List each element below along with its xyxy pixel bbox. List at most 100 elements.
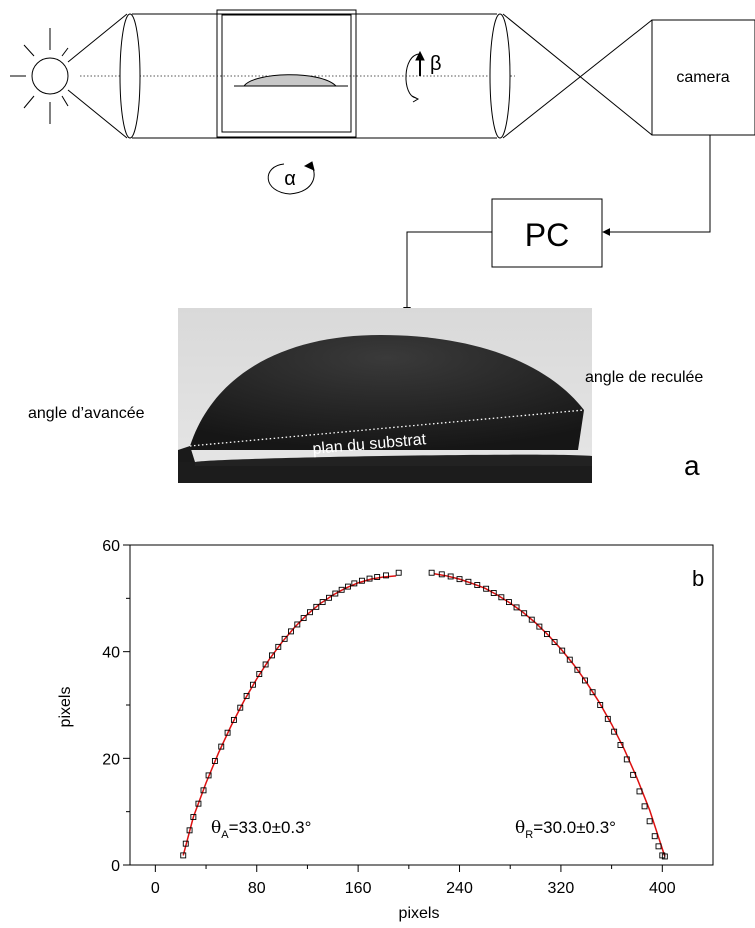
- data-point: [374, 574, 381, 580]
- data-point: [249, 681, 256, 688]
- data-point: [288, 628, 294, 635]
- data-point: [474, 582, 481, 588]
- sample-droplet: [234, 74, 348, 87]
- data-point: [651, 833, 658, 840]
- data-point: [661, 853, 668, 860]
- data-point: [383, 572, 389, 579]
- data-point: [205, 772, 212, 779]
- data-point: [294, 621, 301, 628]
- data-point: [345, 583, 351, 590]
- pc-label: PC: [525, 217, 569, 253]
- data-point: [506, 599, 512, 606]
- theta-r-annotation: θR=30.0±0.3°: [515, 818, 616, 841]
- theta-a-value: =33.0±0.3°: [229, 818, 312, 837]
- data-point: [224, 729, 231, 736]
- y-tick-label: 40: [102, 645, 120, 662]
- data-point: [275, 643, 282, 650]
- data-point: [604, 715, 611, 722]
- light-source-icon: [10, 28, 69, 124]
- data-point: [319, 599, 326, 606]
- plot-frame: [129, 544, 714, 866]
- data-point: [395, 569, 402, 576]
- data-point: [597, 702, 604, 708]
- panel-b-letter: b: [692, 566, 704, 591]
- data-point: [358, 577, 365, 584]
- advancing-angle-label: angle d’avancée: [28, 405, 145, 422]
- setup-diagram: β α camera PC: [10, 9, 755, 315]
- x-tick-label: 400: [649, 880, 676, 897]
- data-point: [195, 800, 202, 807]
- sample-cell: [216, 9, 357, 138]
- theta-r-subscript: R: [525, 829, 533, 841]
- data-point: [630, 771, 637, 778]
- theta-a-annotation: θA=33.0±0.3°: [211, 818, 311, 841]
- panel-a-letter: a: [684, 450, 700, 481]
- data-point: [180, 852, 187, 859]
- x-tick-label: 160: [345, 880, 372, 897]
- data-point: [498, 594, 505, 601]
- data-point: [262, 661, 269, 668]
- y-tick-label: 0: [111, 858, 120, 875]
- camera-label: camera: [676, 69, 729, 86]
- data-point: [646, 818, 653, 825]
- data-point: [428, 569, 435, 576]
- theta-a-symbol: θ: [211, 818, 221, 838]
- pc-box: [491, 198, 603, 268]
- data-point: [230, 716, 237, 723]
- data-point: [566, 656, 573, 663]
- data-point: [490, 590, 497, 596]
- data-point: [521, 610, 528, 617]
- data-point: [623, 756, 630, 763]
- camera-box: [651, 19, 755, 136]
- x-axis-ticks: 0 80 160 240 320 400: [151, 865, 676, 897]
- data-point: [182, 840, 189, 847]
- data-point: [200, 787, 207, 794]
- data-point: [338, 586, 345, 593]
- data-point: [326, 594, 332, 601]
- fit-curve-3: [434, 573, 666, 857]
- data-point: [243, 692, 250, 699]
- lens-right: [489, 13, 511, 139]
- data-point: [641, 803, 648, 810]
- y-tick-label: 20: [102, 751, 120, 768]
- data-point: [513, 604, 520, 611]
- y-axis-label: pixels: [57, 687, 74, 728]
- data-point: [256, 671, 263, 678]
- beta-label: β: [430, 53, 442, 75]
- data-point: [300, 615, 307, 622]
- data-point: [366, 575, 373, 582]
- x-tick-label: 240: [446, 880, 473, 897]
- data-point: [536, 623, 543, 630]
- data-point: [211, 758, 218, 764]
- data-point: [544, 631, 550, 638]
- data-point: [655, 843, 662, 850]
- data-point: [186, 827, 193, 834]
- data-point: [438, 571, 445, 578]
- x-tick-label: 0: [151, 880, 160, 897]
- receding-angle-label: angle de reculée: [585, 369, 703, 386]
- data-point: [268, 652, 275, 659]
- data-point: [551, 639, 558, 646]
- theta-a-subscript: A: [221, 829, 229, 841]
- data-point: [483, 585, 490, 592]
- data-point: [307, 609, 313, 616]
- x-axis-label: pixels: [399, 905, 440, 922]
- theta-r-symbol: θ: [515, 818, 525, 838]
- x-tick-label: 320: [548, 880, 575, 897]
- data-point: [528, 616, 535, 623]
- series-layer: [180, 569, 668, 860]
- data-point: [559, 647, 566, 654]
- lens-left: [119, 13, 141, 139]
- alpha-label: α: [284, 168, 296, 190]
- alpha-rotation-icon: [267, 161, 315, 195]
- data-point: [351, 580, 358, 587]
- y-axis-ticks: 0 20 40 60: [102, 538, 130, 875]
- data-point: [465, 578, 472, 585]
- data-point: [617, 742, 624, 748]
- y-tick-label: 60: [102, 538, 120, 555]
- data-point: [589, 689, 596, 696]
- data-point: [611, 728, 618, 735]
- data-point: [456, 576, 463, 583]
